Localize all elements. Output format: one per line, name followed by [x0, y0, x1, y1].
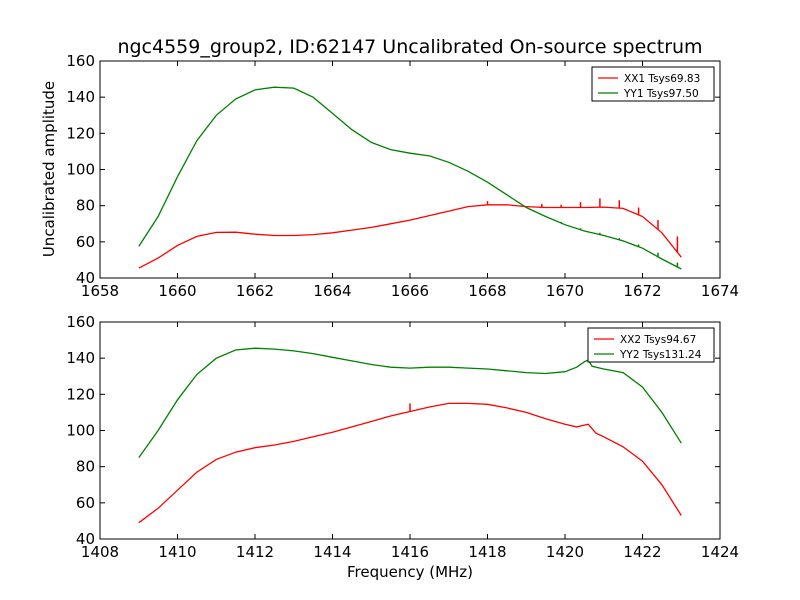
x-tick-label: 1414 [313, 543, 351, 561]
x-tick-label: 1410 [158, 543, 196, 561]
legend: XX1 Tsys69.83 YY1 Tsys97.50 [591, 66, 715, 102]
y-tick-label: 80 [76, 197, 95, 215]
y-tick-label: 120 [66, 385, 95, 403]
legend-label: XX1 Tsys69.83 [624, 73, 700, 85]
y-tick-label: 140 [66, 349, 95, 367]
top-panel-spectrum-1: 1658 1660 1662 1664 1666 1668 1670 1672 1674 40 60… [66, 52, 739, 300]
series-line-1-2 [138, 86, 682, 270]
x-tick-label: 1658 [81, 282, 119, 300]
x-tick-label: 1672 [623, 282, 661, 300]
x-tick-label: 1674 [701, 282, 739, 300]
series-line-2-1 [138, 402, 682, 524]
y-tick-label: 100 [66, 422, 95, 440]
y-tick-label: 40 [76, 530, 95, 548]
y-tick-label: 40 [76, 269, 95, 287]
x-tick-label: 1668 [468, 282, 506, 300]
y-axis-label: Uncalibrated amplitude [40, 81, 58, 257]
series-line-2-2 [138, 347, 682, 458]
x-tick-label: 1424 [701, 543, 739, 561]
legend-label: YY2 Tsys131.24 [619, 349, 702, 361]
x-tick-label: 1664 [313, 282, 351, 300]
x-tick-label: 1422 [623, 543, 661, 561]
legend-box [591, 66, 715, 102]
x-tick-label: 1666 [391, 282, 429, 300]
bottom-panel-spectrum-2: 1408 1410 1412 1414 1416 1418 1420 1422 1424 40 60… [66, 313, 739, 561]
legend-label: YY1 Tsys97.50 [623, 88, 699, 100]
legend-label: XX2 Tsys94.67 [620, 334, 696, 346]
y-tick-label: 60 [76, 233, 95, 251]
x-axis-label: Frequency (MHz) [347, 563, 473, 581]
x-tick-label: 1660 [158, 282, 196, 300]
y-tick-label: 120 [66, 124, 95, 142]
x-tick-label: 1420 [546, 543, 584, 561]
series-line-1-1 [138, 204, 682, 269]
x-tick-label: 1418 [468, 543, 506, 561]
x-tick-label: 1408 [81, 543, 119, 561]
x-tick-label: 1416 [391, 543, 429, 561]
x-tick-label: 1670 [546, 282, 584, 300]
figure-title: ngc4559_group2, ID:62147 Uncalibrated On… [117, 36, 702, 58]
y-tick-label: 160 [66, 313, 95, 331]
y-tick-label: 80 [76, 458, 95, 476]
y-tick-label: 60 [76, 494, 95, 512]
y-tick-label: 160 [66, 52, 95, 70]
y-tick-label: 140 [66, 88, 95, 106]
legend-box [587, 327, 715, 363]
legend: XX2 Tsys94.67 YY2 Tsys131.24 [587, 327, 715, 363]
y-tick-label: 100 [66, 161, 95, 179]
x-tick-label: 1662 [236, 282, 274, 300]
x-tick-label: 1412 [236, 543, 274, 561]
